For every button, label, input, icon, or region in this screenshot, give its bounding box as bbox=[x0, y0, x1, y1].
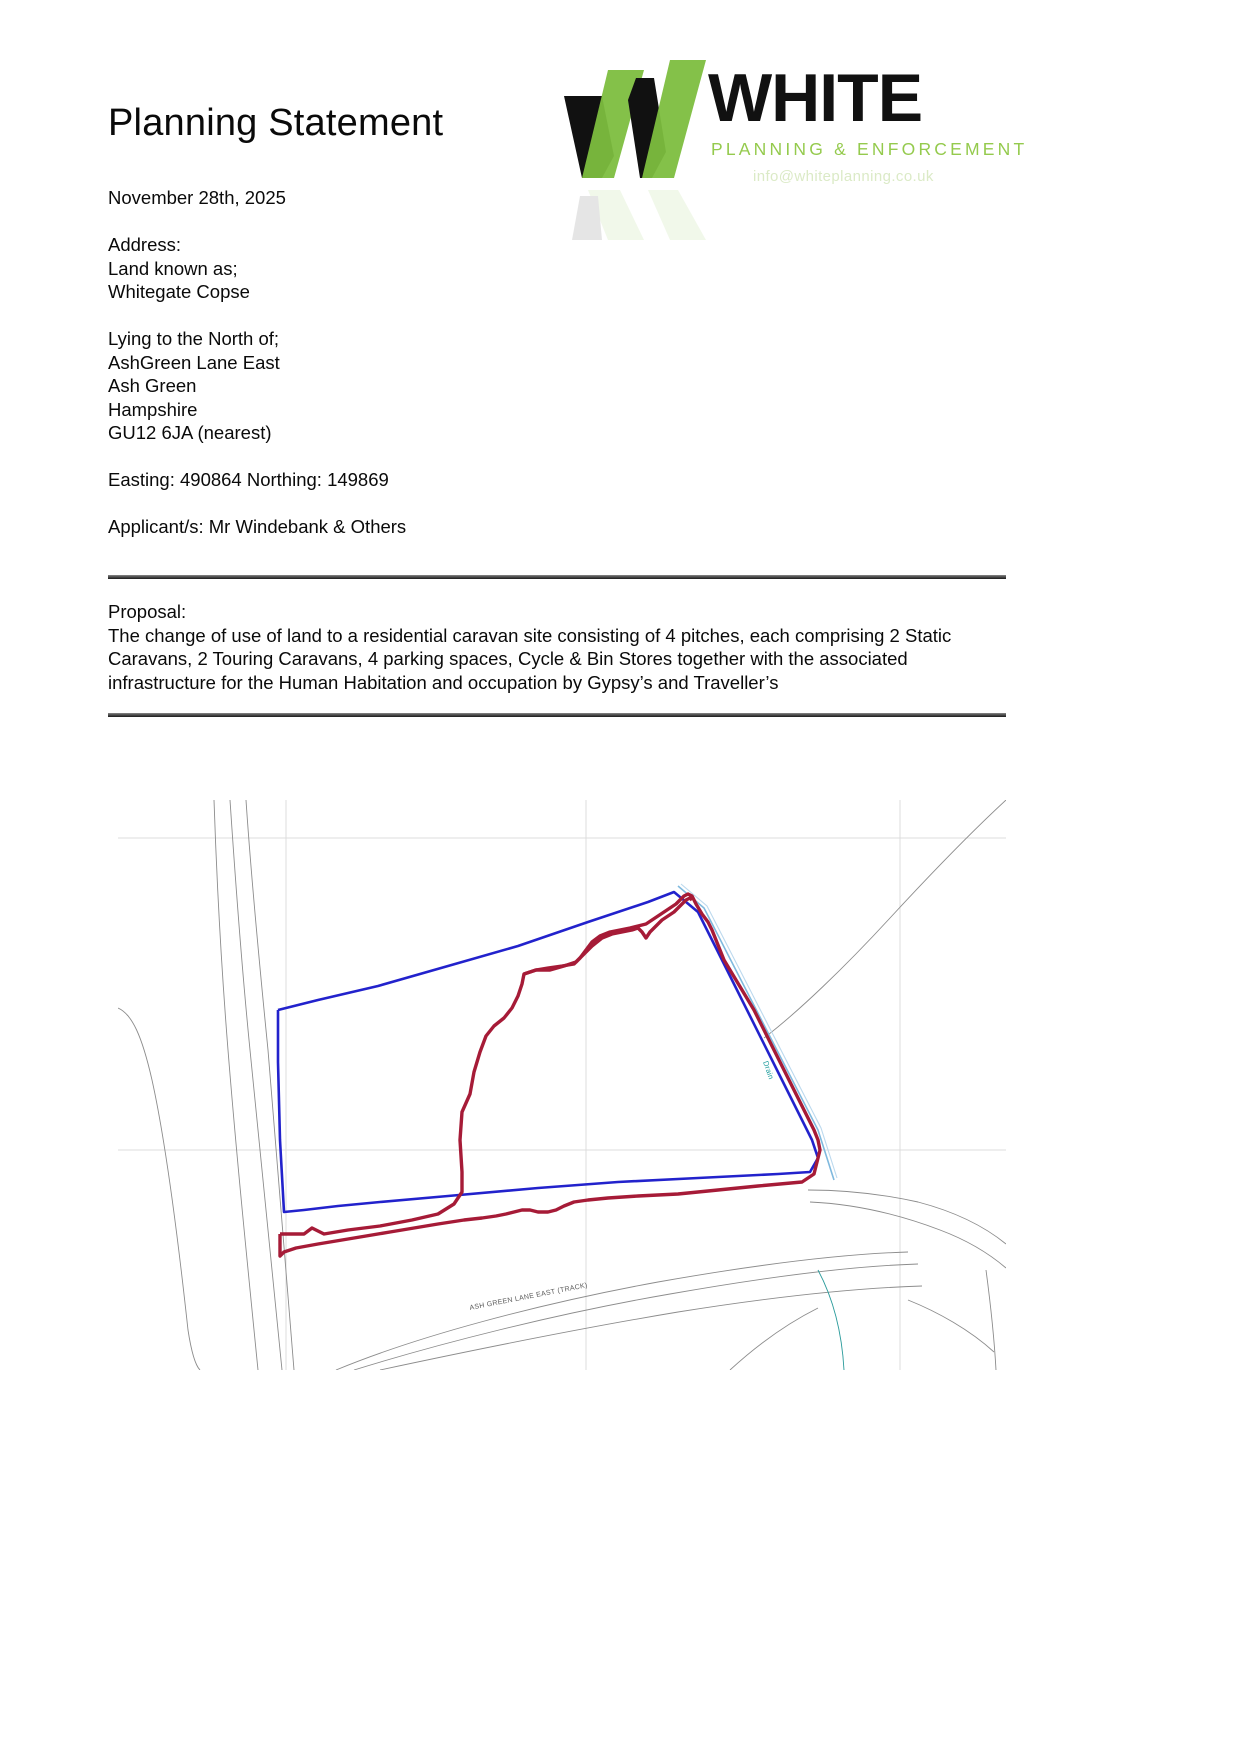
red-line-north-detail bbox=[523, 896, 694, 976]
document-date: November 28th, 2025 bbox=[108, 187, 286, 208]
address-line-2: Whitegate Copse bbox=[108, 281, 250, 302]
map-text-labels: ASH GREEN LANE EAST (TRACK) Drain bbox=[469, 1060, 776, 1312]
location-line-2: Ash Green bbox=[108, 375, 197, 396]
spacer bbox=[108, 445, 928, 469]
location-line-4: GU12 6JA (nearest) bbox=[108, 422, 272, 443]
address-heading: Address: bbox=[108, 234, 182, 255]
spacer bbox=[108, 304, 928, 328]
address-line-1: Land known as; bbox=[108, 257, 238, 279]
site-plan-svg: ASH GREEN LANE EAST (TRACK) Drain bbox=[118, 800, 1006, 1370]
address-meta-block: November 28th, 2025 Address: Land known … bbox=[108, 186, 928, 539]
location-line-1: AshGreen Lane East bbox=[108, 351, 280, 373]
white-w-mark-icon bbox=[564, 60, 706, 178]
logo-email: info@whiteplanning.co.uk bbox=[753, 168, 934, 185]
spacer bbox=[108, 210, 928, 234]
basemap-linework bbox=[118, 800, 1006, 1370]
location-heading: Lying to the North of; bbox=[108, 328, 280, 349]
company-logo: WHITE PLANNING & ENFORCEMENT info@whitep… bbox=[548, 38, 1024, 240]
document-header: Planning Statement WHITE PLANNING & ENFO… bbox=[0, 0, 1242, 240]
site-location-map: ASH GREEN LANE EAST (TRACK) Drain bbox=[118, 800, 1006, 1370]
proposal-block: Proposal: The change of use of land to a… bbox=[108, 600, 1008, 694]
divider-below-proposal bbox=[108, 713, 1006, 717]
logo-reflection-decoration bbox=[572, 190, 706, 240]
page-title: Planning Statement bbox=[108, 102, 444, 144]
applicant-line: Applicant/s: Mr Windebank & Others bbox=[108, 516, 407, 537]
proposal-label: Proposal: bbox=[108, 601, 187, 622]
track-label: ASH GREEN LANE EAST (TRACK) bbox=[469, 1282, 588, 1312]
logo-tagline: PLANNING & ENFORCEMENT bbox=[711, 139, 1028, 159]
grid-reference: Easting: 490864 Northing: 149869 bbox=[108, 469, 389, 490]
divider-above-proposal bbox=[108, 575, 1006, 579]
proposal-text: The change of use of land to a residenti… bbox=[108, 624, 952, 693]
site-boundary-blue bbox=[276, 890, 820, 1214]
os-grid-lines bbox=[118, 800, 1006, 1370]
red-line-boundary bbox=[278, 892, 822, 1258]
spacer bbox=[108, 492, 928, 516]
location-line-3: Hampshire bbox=[108, 398, 198, 420]
logo-wordmark: WHITE bbox=[708, 60, 923, 136]
